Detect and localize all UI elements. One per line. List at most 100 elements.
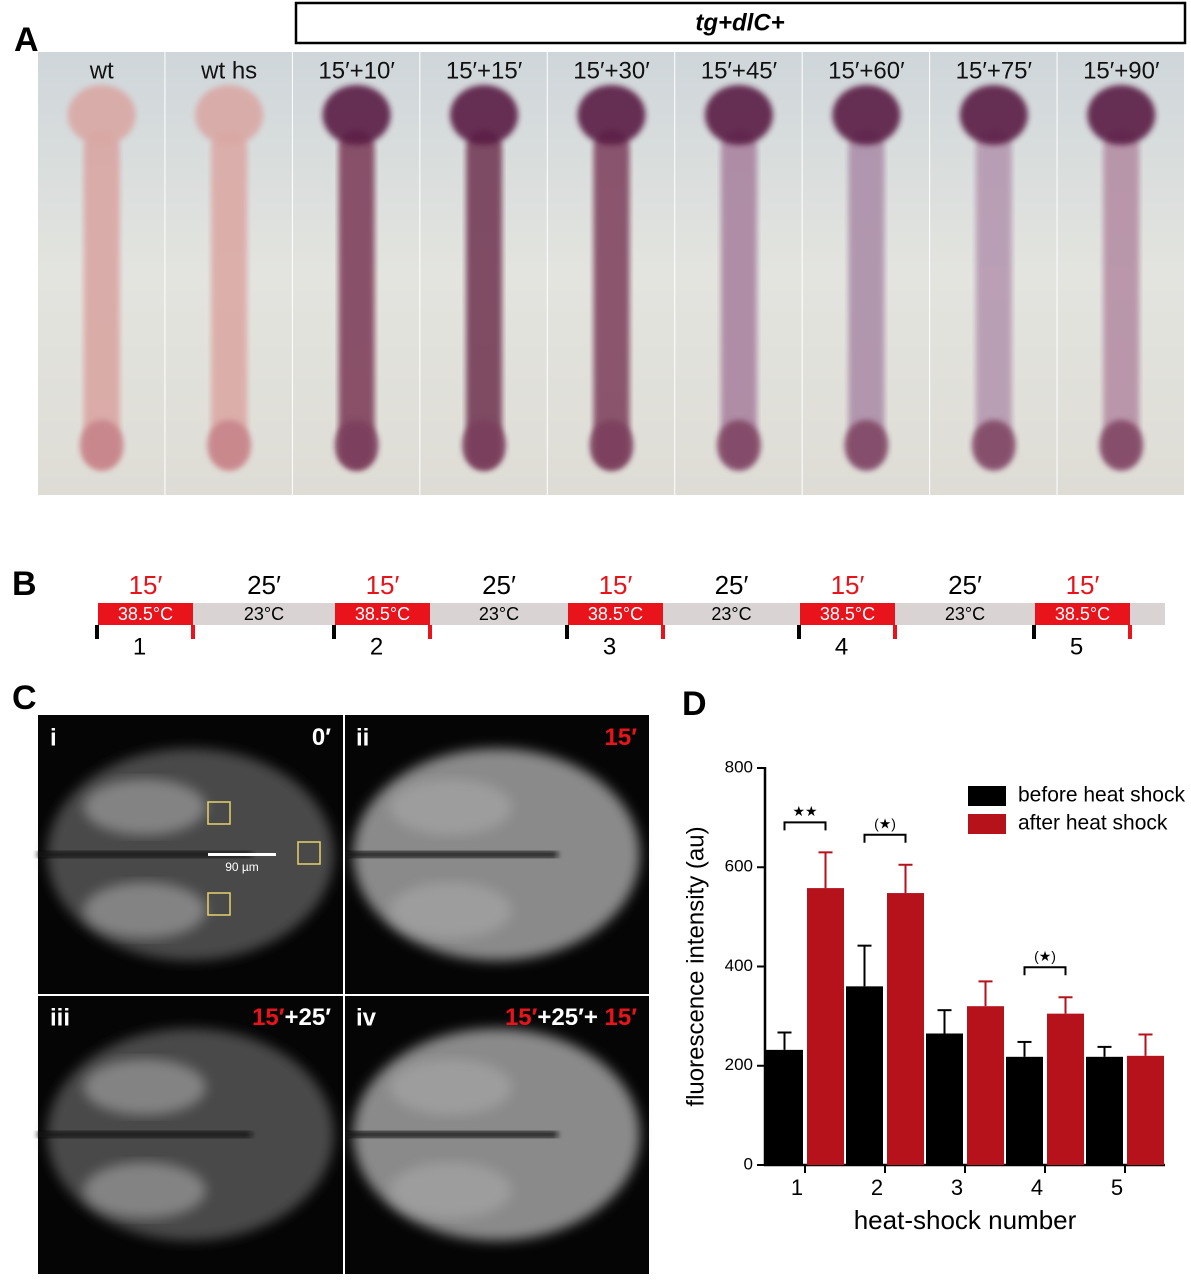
embryo-tail — [971, 420, 1016, 470]
embryo-tail — [844, 420, 889, 470]
embryo-head — [450, 85, 519, 145]
heat-shock-temperature: 38.5°C — [588, 604, 643, 624]
heat-shock-duration: 15′ — [129, 570, 163, 600]
photo: 15′+90′ — [1057, 52, 1184, 495]
photo: wt — [38, 52, 165, 495]
embryo-body — [593, 130, 630, 470]
scale-bar-label: 90 µm — [225, 860, 259, 874]
midline — [344, 851, 558, 858]
embryo-tail — [1099, 420, 1144, 470]
heat-shock-duration: 15′ — [1066, 570, 1100, 600]
rest-temperature: 23°C — [945, 604, 985, 624]
embryo-body — [1103, 130, 1140, 470]
embryo-body — [338, 130, 375, 470]
start-tick — [565, 625, 569, 639]
image-label: 15′+60′ — [828, 57, 905, 84]
embryo-body — [83, 130, 120, 470]
embryo-head — [959, 85, 1028, 145]
end-tick — [428, 625, 432, 639]
image-index: iv — [356, 1004, 377, 1031]
embryo-tail — [462, 420, 507, 470]
time-part: 15′ — [598, 1004, 637, 1031]
start-tick — [1032, 625, 1036, 639]
heat-shock-number: 4 — [835, 633, 848, 660]
image-index: ii — [356, 724, 369, 751]
y-tick-label: 800 — [725, 757, 753, 776]
y-tick-label: 600 — [725, 857, 753, 876]
y-tick-label: 400 — [725, 956, 753, 975]
image-index: iii — [50, 1004, 70, 1031]
rest-temperature: 23°C — [711, 604, 751, 624]
embryo-head — [67, 85, 136, 145]
x-axis-label: heat-shock number — [854, 1205, 1077, 1235]
start-tick — [95, 625, 99, 639]
rest-duration: 25′ — [948, 570, 982, 600]
x-tick-label: 3 — [951, 1175, 963, 1200]
image-label: 15′+75′ — [956, 57, 1033, 84]
tissue-bright — [389, 779, 512, 835]
bar — [967, 1006, 1004, 1165]
midline — [38, 851, 252, 858]
embryo-body — [466, 130, 503, 470]
heat-shock-box — [800, 603, 895, 625]
bar — [1006, 1056, 1043, 1165]
start-tick — [332, 625, 336, 639]
rest-duration: 25′ — [715, 570, 749, 600]
legend-label: after heat shock — [1018, 812, 1168, 835]
bar — [887, 893, 924, 1165]
time-label: 15′+25′ — [252, 1004, 331, 1031]
heat-shock-temperature: 38.5°C — [820, 604, 875, 624]
legend-swatch — [968, 814, 1006, 834]
heat-shock-box — [98, 603, 193, 625]
roi-box — [207, 801, 231, 825]
bar — [766, 1049, 803, 1165]
embryo-tail — [207, 420, 252, 470]
time-label: 15′ — [605, 724, 638, 751]
embryo-head — [195, 85, 264, 145]
x-tick-label: 2 — [871, 1175, 883, 1200]
heat-shock-duration: 15′ — [599, 570, 633, 600]
embryo-tail — [716, 420, 761, 470]
time-label: 15′+25′+ 15′ — [505, 1004, 637, 1031]
panel-label: D — [682, 685, 707, 723]
panel-label: C — [12, 679, 37, 717]
bar — [1127, 1055, 1164, 1165]
significance-bracket — [863, 833, 907, 843]
heat-shock-number: 3 — [603, 633, 616, 660]
tissue-bright — [83, 1059, 206, 1115]
embryo-body — [211, 130, 248, 470]
embryo-head — [1087, 85, 1156, 145]
x-tick-label: 4 — [1031, 1175, 1043, 1200]
image-label: 15′+10′ — [318, 57, 395, 84]
panel-label: B — [12, 565, 37, 603]
midline — [344, 1131, 558, 1138]
rest-duration: 25′ — [247, 570, 281, 600]
panel-label: A — [14, 21, 39, 59]
heat-shock-number: 1 — [133, 633, 146, 660]
roi-box — [207, 892, 231, 916]
embryo-tail — [589, 420, 634, 470]
significance-label: (★) — [1034, 948, 1056, 964]
significance-label: ★★ — [792, 803, 817, 819]
tissue-bright — [83, 779, 206, 835]
legend-label: before heat shock — [1018, 784, 1185, 807]
y-tick-label: 0 — [744, 1154, 753, 1173]
tissue-bright — [389, 882, 512, 939]
legend-swatch — [968, 786, 1006, 806]
image-label: 15′+15′ — [446, 57, 523, 84]
heat-shock-temperature: 38.5°C — [118, 604, 173, 624]
rest-temperature: 23°C — [479, 604, 519, 624]
end-tick — [661, 625, 665, 639]
embryo-body — [975, 130, 1012, 470]
heat-shock-box — [568, 603, 663, 625]
photo: 15′+75′ — [930, 52, 1057, 495]
image-label: wt — [89, 57, 114, 84]
heat-shock-duration: 15′ — [366, 570, 400, 600]
grid-gap — [38, 994, 649, 996]
embryo-head — [322, 85, 391, 145]
tissue-bright — [389, 1059, 512, 1115]
photo: 15′+45′ — [675, 52, 802, 495]
embryo-tail — [79, 420, 124, 470]
significance-bracket — [783, 821, 827, 831]
photo: 15′+15′ — [420, 52, 547, 495]
